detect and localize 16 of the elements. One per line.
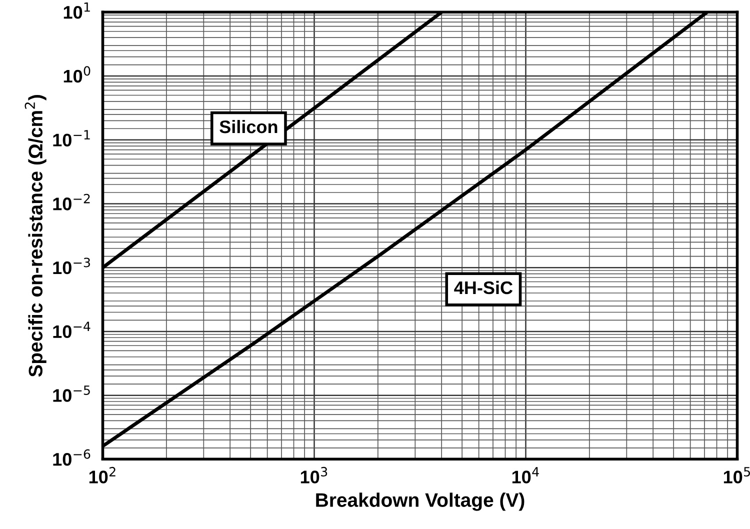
x-tick-label: 10$^{5}$ [724,467,750,484]
y-tick-label: 10$^{0}$ [64,66,90,83]
x-tick-label: 10$^{3}$ [300,466,328,484]
y-tick-label: 10$^{−1}$ [53,130,90,146]
y-tick-label: 10$^{−3}$ [53,258,90,274]
y-axis-title: Specific on-resistance (Ω/cm$^{2}$) [24,95,46,377]
y-tick-label: 10$^{−4}$ [53,322,90,338]
series-label: Silicon [220,120,278,134]
x-tick-label: 10$^{2}$ [89,466,116,484]
y-tick-label: 10$^{−5}$ [53,386,90,402]
text: 4H-SiC [454,280,513,294]
x-tick-label: 10$^{4}$ [512,467,539,484]
y-tick-label: 10$^{1}$ [64,2,90,19]
x-axis-title: Breakdown Voltage (V) [316,492,524,511]
y-tick-label: 10$^{−2}$ [53,194,90,210]
y-tick-label: 10$^{−6}$ [53,449,90,466]
